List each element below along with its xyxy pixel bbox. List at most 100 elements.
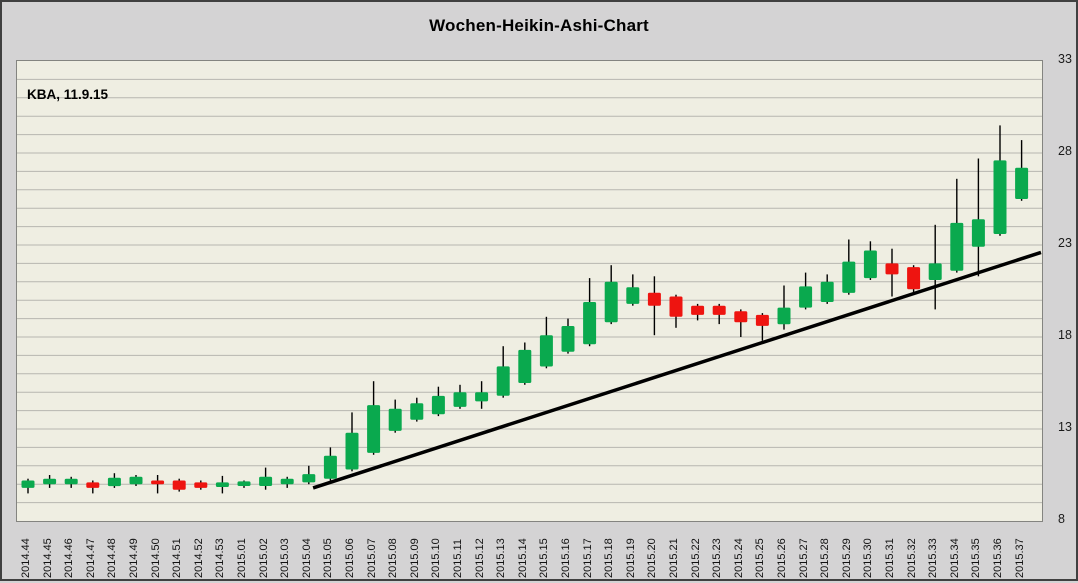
candle-2015.36: [993, 125, 1007, 236]
x-axis: 2014.44 2014.45 2014.46 2014.47 2014.48 2014.…: [2, 525, 1078, 581]
candle-body: [323, 455, 337, 479]
candle-body: [1015, 167, 1029, 199]
candle-body: [626, 287, 640, 304]
candle-2015.12: [475, 381, 489, 409]
x-axis-label: 2015.19: [624, 538, 637, 578]
candle-body: [863, 250, 877, 279]
candle-2014.48: [107, 473, 121, 488]
y-axis-label: 18: [1058, 328, 1072, 342]
heikin-ashi-chart: [17, 78, 1042, 504]
candle-2015.25: [755, 313, 769, 341]
candle-body: [215, 482, 229, 487]
candle-2015.14: [518, 342, 532, 385]
candle-body: [151, 480, 165, 485]
candle-2014.51: [172, 478, 186, 492]
candle-body: [928, 263, 942, 280]
x-axis-label: 2015.23: [711, 538, 724, 578]
x-axis-label: 2015.02: [257, 538, 270, 578]
candle-body: [669, 296, 683, 317]
candle-2015.03: [280, 476, 294, 488]
x-axis-label: 2015.31: [884, 538, 896, 578]
x-axis-label: 2015.35: [970, 538, 983, 578]
candle-2015.17: [583, 278, 597, 347]
candle-body: [259, 476, 273, 486]
x-axis-label: 2015.04: [300, 538, 313, 578]
x-axis-label: 2015.32: [905, 538, 918, 578]
candle-2014.46: [64, 476, 78, 488]
candle-body: [21, 480, 35, 488]
x-axis-label: 2015.26: [776, 538, 788, 578]
candle-2015.13: [496, 346, 510, 398]
candle-body: [971, 219, 985, 247]
y-axis-label: 28: [1058, 144, 1072, 158]
candle-body: [453, 392, 467, 407]
x-axis-label: 2015.29: [840, 538, 853, 578]
candle-2015.15: [539, 316, 553, 369]
candle-2014.52: [194, 480, 208, 490]
candle-body: [64, 478, 78, 485]
candle-2014.53: [215, 475, 229, 494]
candle-2015.08: [388, 399, 402, 433]
x-axis-label: 2015.15: [538, 538, 551, 578]
x-axis-label: 2015.12: [473, 538, 486, 578]
candle-body: [107, 477, 121, 487]
candle-body: [993, 160, 1007, 234]
candle-2015.04: [302, 465, 316, 485]
candle-2015.26: [777, 285, 791, 330]
candle-body: [86, 482, 100, 488]
x-axis-label: 2015.05: [322, 538, 335, 578]
candle-body: [842, 261, 856, 293]
candle-body: [237, 481, 251, 486]
candle-body: [712, 305, 726, 315]
x-axis-label: 2015.14: [516, 538, 529, 578]
y-axis-label: 13: [1058, 420, 1072, 434]
candle-body: [734, 311, 748, 323]
candle-2015.19: [626, 274, 640, 306]
candle-body: [172, 480, 186, 490]
candle-2015.16: [561, 318, 575, 354]
chart-title: Wochen-Heikin-Ashi-Chart: [429, 16, 649, 35]
candle-body: [194, 482, 208, 488]
x-axis-label: 2015.17: [581, 538, 594, 578]
y-axis-label: 8: [1058, 512, 1065, 526]
x-axis-label: 2015.03: [279, 538, 292, 578]
candle-body: [367, 405, 381, 453]
x-axis-label: 2014.53: [214, 538, 227, 578]
candle-body: [345, 432, 359, 470]
candle-2015.20: [647, 276, 661, 336]
x-axis-label: 2014.46: [63, 538, 76, 578]
candle-2014.45: [43, 475, 57, 488]
x-axis-label: 2015.22: [689, 538, 702, 578]
candle-body: [539, 335, 553, 367]
candle-body: [475, 392, 489, 402]
x-axis-label: 2014.52: [192, 538, 205, 578]
x-axis-label: 2015.20: [646, 538, 659, 578]
candle-body: [777, 307, 791, 325]
candle-body: [820, 281, 834, 302]
x-axis-label: 2015.18: [603, 538, 616, 578]
candle-2015.21: [669, 294, 683, 328]
x-axis-label: 2015.21: [668, 538, 680, 578]
candle-2015.07: [367, 381, 381, 455]
candle-body: [561, 326, 575, 352]
candle-body: [410, 403, 424, 420]
x-axis-label: 2014.49: [128, 538, 140, 578]
x-axis-label: 2015.36: [992, 538, 1004, 578]
candle-2015.28: [820, 274, 834, 304]
candle-2015.33: [928, 224, 942, 310]
candle-body: [431, 395, 445, 415]
candle-2014.44: [21, 478, 35, 494]
candle-2015.37: [1015, 140, 1029, 201]
candle-body: [755, 314, 769, 326]
candle-body: [885, 263, 899, 275]
x-axis-label: 2015.07: [365, 538, 378, 578]
x-axis-label: 2014.47: [84, 538, 97, 578]
candle-body: [280, 478, 294, 485]
x-axis-label: 2014.51: [171, 538, 184, 578]
x-axis-label: 2015.34: [948, 538, 961, 578]
candle-2014.49: [129, 475, 143, 486]
candle-2015.23: [712, 303, 726, 325]
candle-body: [647, 292, 661, 306]
candle-2015.24: [734, 309, 748, 337]
